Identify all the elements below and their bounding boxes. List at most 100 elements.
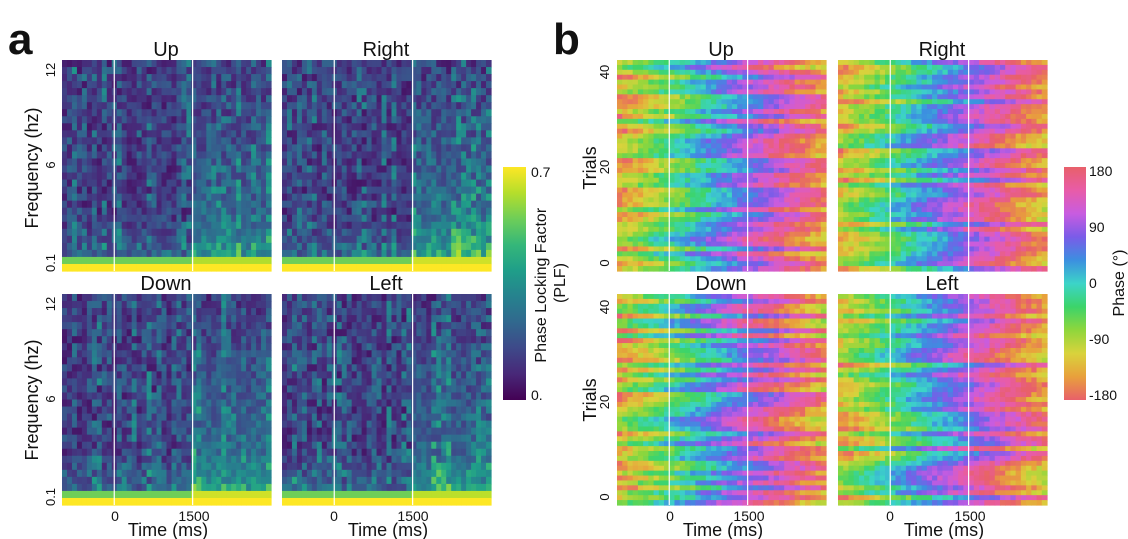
heatmap-cell — [316, 123, 323, 131]
heatmap-cell — [326, 235, 333, 244]
heatmap-cell — [216, 455, 222, 464]
heatmap-cell — [126, 67, 133, 75]
heatmap-cell — [351, 200, 358, 209]
heatmap-cell — [236, 490, 242, 499]
heatmap-cell — [226, 242, 232, 251]
heatmap-cell — [191, 256, 197, 265]
heatmap-cell — [286, 74, 293, 82]
heatmap-cell — [301, 207, 308, 216]
heatmap-cell — [311, 378, 318, 387]
heatmap-cell — [291, 469, 298, 478]
heatmap-cell — [456, 193, 462, 202]
heatmap-cell — [421, 235, 427, 244]
heatmap-cell — [176, 249, 183, 258]
heatmap-cell — [166, 308, 173, 316]
heatmap-cell — [486, 392, 492, 401]
heatmap-cell — [436, 364, 442, 372]
heatmap-cell — [196, 151, 202, 160]
heatmap-cell — [346, 336, 353, 344]
heatmap-cell — [261, 81, 267, 89]
heatmap-cell — [466, 249, 472, 258]
heatmap-cell — [171, 483, 178, 492]
heatmap-cell — [321, 165, 328, 174]
heatmap-cell — [141, 483, 148, 492]
heatmap-cell — [62, 371, 68, 379]
heatmap-cell — [471, 60, 477, 68]
heatmap-cell — [341, 315, 348, 323]
heatmap-cell — [361, 385, 368, 394]
heatmap-cell — [246, 469, 252, 478]
heatmap-cell — [81, 322, 88, 330]
heatmap-cell — [176, 74, 183, 82]
heatmap-cell — [101, 123, 108, 131]
heatmap-cell — [171, 109, 178, 117]
heatmap-cell — [321, 343, 328, 351]
heatmap-cell — [121, 74, 128, 82]
heatmap-cell — [181, 158, 188, 167]
heatmap-cell — [361, 116, 368, 124]
heatmap-cell — [396, 179, 403, 188]
heatmap-cell — [66, 399, 73, 408]
heatmap-cell — [361, 193, 368, 202]
heatmap-cell — [361, 263, 368, 272]
heatmap-cell — [171, 336, 178, 344]
heatmap-cell — [106, 109, 113, 117]
heatmap-cell — [236, 144, 242, 153]
heatmap-cell — [366, 193, 373, 202]
heatmap-cell — [91, 130, 98, 138]
heatmap-cell — [251, 228, 257, 237]
heatmap-cell — [351, 137, 358, 145]
heatmap-cell — [396, 102, 403, 110]
heatmap-cell — [301, 490, 308, 499]
heatmap-cell — [341, 242, 348, 251]
heatmap-cell — [62, 179, 68, 188]
heatmap-cell — [156, 193, 163, 202]
heatmap-cell — [201, 130, 207, 138]
heatmap-cell — [231, 88, 237, 96]
heatmap-cell — [436, 336, 442, 344]
heatmap-cell — [336, 179, 343, 188]
heatmap-cell — [241, 102, 247, 110]
heatmap-cell — [456, 469, 462, 478]
heatmap-cell — [401, 462, 408, 471]
heatmap-cell — [226, 441, 232, 450]
heatmap-cell — [166, 427, 173, 436]
heatmap-cell — [396, 186, 403, 195]
heatmap-cell — [421, 364, 427, 372]
heatmap-cell — [366, 200, 373, 209]
heatmap-cell — [296, 179, 303, 188]
heatmap-cell — [116, 151, 123, 160]
heatmap-cell — [62, 263, 68, 272]
heatmap-cell — [226, 357, 232, 365]
heatmap-cell — [106, 193, 113, 202]
heatmap-cell — [256, 123, 262, 131]
heatmap-cell — [282, 371, 288, 379]
heatmap-cell — [316, 137, 323, 145]
heatmap-cell — [116, 364, 123, 372]
heatmap-cell — [166, 207, 173, 216]
heatmap-cell — [406, 483, 412, 492]
heatmap-cell — [426, 200, 432, 209]
heatmap-cell — [216, 406, 222, 415]
heatmap-cell — [301, 343, 308, 351]
heatmap-cell — [461, 200, 467, 209]
heatmap-cell — [486, 322, 492, 330]
heatmap-cell — [486, 193, 492, 202]
heatmap-cell — [131, 200, 138, 209]
heatmap-cell — [196, 200, 202, 209]
heatmap-cell — [106, 343, 113, 351]
heatmap-cell — [161, 350, 168, 358]
heatmap-cell — [456, 207, 462, 216]
heatmap-cell — [311, 469, 318, 478]
heatmap-cell — [381, 88, 388, 96]
heatmap-cell — [241, 336, 247, 344]
heatmap-cell — [476, 308, 482, 316]
heatmap-cell — [166, 364, 173, 372]
heatmap-cell — [351, 221, 358, 230]
heatmap-cell — [486, 357, 492, 365]
heatmap-cell — [406, 123, 412, 131]
heatmap-cell — [476, 434, 482, 443]
heatmap-cell — [476, 294, 482, 302]
heatmap-cell — [336, 413, 343, 422]
heatmap-cell — [186, 413, 192, 422]
